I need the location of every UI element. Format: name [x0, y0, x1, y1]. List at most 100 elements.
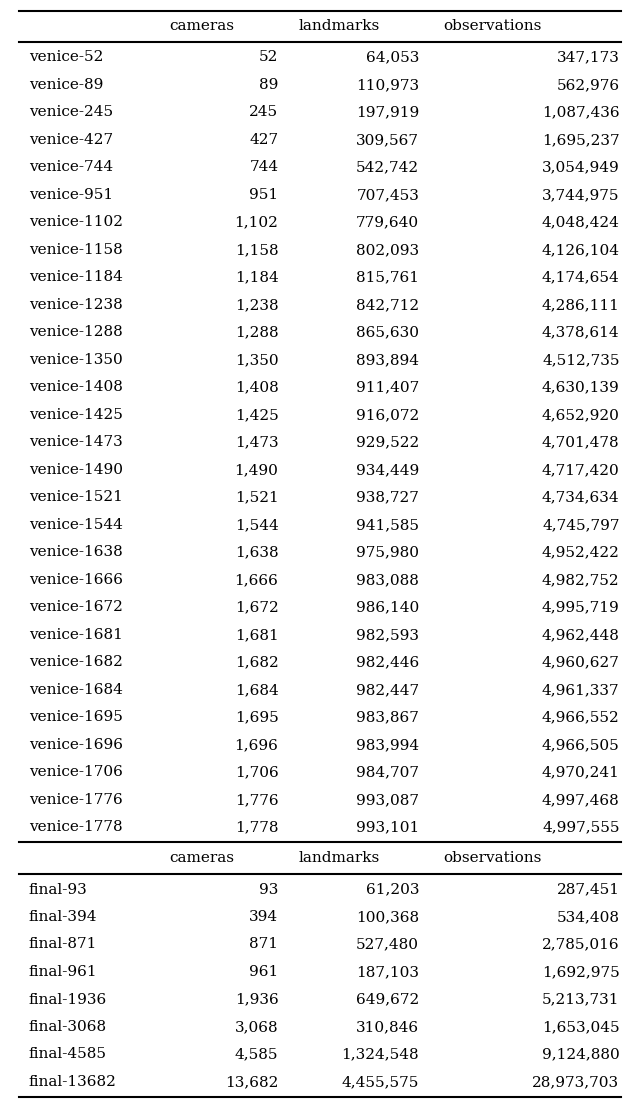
Text: 427: 427 — [249, 133, 278, 146]
Text: 3,054,949: 3,054,949 — [542, 160, 620, 174]
Text: 983,994: 983,994 — [356, 738, 419, 752]
Text: 4,995,719: 4,995,719 — [542, 600, 620, 615]
Text: 4,961,337: 4,961,337 — [542, 683, 620, 697]
Text: 4,966,552: 4,966,552 — [542, 710, 620, 724]
Text: 4,960,627: 4,960,627 — [541, 655, 620, 670]
Text: 1,692,975: 1,692,975 — [542, 965, 620, 979]
Text: 4,126,104: 4,126,104 — [541, 243, 620, 257]
Text: 1,490: 1,490 — [234, 463, 278, 477]
Text: venice-1681: venice-1681 — [29, 628, 123, 642]
Text: 13,682: 13,682 — [225, 1076, 278, 1089]
Text: 1,473: 1,473 — [235, 435, 278, 449]
Text: venice-1638: venice-1638 — [29, 546, 122, 559]
Text: final-1936: final-1936 — [29, 993, 107, 1006]
Text: 893,894: 893,894 — [356, 353, 419, 367]
Text: 534,408: 534,408 — [557, 910, 620, 923]
Text: 1,682: 1,682 — [235, 655, 278, 670]
Text: 4,745,797: 4,745,797 — [542, 518, 620, 532]
Text: 9,124,880: 9,124,880 — [542, 1048, 620, 1061]
Text: 911,407: 911,407 — [356, 380, 419, 395]
Text: 3,744,975: 3,744,975 — [542, 188, 620, 202]
Text: 941,585: 941,585 — [356, 518, 419, 532]
Text: 1,408: 1,408 — [235, 380, 278, 395]
Text: 1,776: 1,776 — [235, 793, 278, 807]
Text: venice-1473: venice-1473 — [29, 435, 122, 449]
Text: 61,203: 61,203 — [365, 882, 419, 897]
Text: venice-1666: venice-1666 — [29, 572, 123, 587]
Text: 4,997,555: 4,997,555 — [542, 821, 620, 834]
Text: 4,962,448: 4,962,448 — [541, 628, 620, 642]
Text: venice-52: venice-52 — [29, 50, 103, 65]
Text: 1,672: 1,672 — [235, 600, 278, 615]
Text: 4,378,614: 4,378,614 — [542, 325, 620, 340]
Text: 4,701,478: 4,701,478 — [542, 435, 620, 449]
Text: 89: 89 — [259, 78, 278, 92]
Text: venice-1238: venice-1238 — [29, 297, 122, 312]
Text: 993,101: 993,101 — [356, 821, 419, 834]
Text: venice-1706: venice-1706 — [29, 766, 123, 779]
Text: 52: 52 — [259, 50, 278, 65]
Text: 1,653,045: 1,653,045 — [542, 1020, 620, 1034]
Text: 562,976: 562,976 — [556, 78, 620, 92]
Text: final-13682: final-13682 — [29, 1076, 116, 1089]
Text: venice-1102: venice-1102 — [29, 216, 123, 229]
Text: 1,778: 1,778 — [235, 821, 278, 834]
Text: 1,681: 1,681 — [235, 628, 278, 642]
Text: 1,684: 1,684 — [235, 683, 278, 697]
Text: 309,567: 309,567 — [356, 133, 419, 146]
Text: venice-1425: venice-1425 — [29, 408, 123, 421]
Text: venice-1776: venice-1776 — [29, 793, 122, 807]
Text: landmarks: landmarks — [299, 851, 380, 865]
Text: venice-427: venice-427 — [29, 133, 113, 146]
Text: 1,184: 1,184 — [235, 271, 278, 284]
Text: observations: observations — [444, 851, 542, 865]
Text: 982,446: 982,446 — [356, 655, 419, 670]
Text: venice-1672: venice-1672 — [29, 600, 123, 615]
Text: 4,286,111: 4,286,111 — [541, 297, 620, 312]
Text: 287,451: 287,451 — [557, 882, 620, 897]
Text: 983,088: 983,088 — [356, 572, 419, 587]
Text: 527,480: 527,480 — [356, 938, 419, 951]
Text: 951: 951 — [249, 188, 278, 202]
Text: 110,973: 110,973 — [356, 78, 419, 92]
Text: venice-1288: venice-1288 — [29, 325, 122, 340]
Text: 984,707: 984,707 — [356, 766, 419, 779]
Text: 4,512,735: 4,512,735 — [542, 353, 620, 367]
Text: venice-1184: venice-1184 — [29, 271, 123, 284]
Text: 310,846: 310,846 — [356, 1020, 419, 1034]
Text: 916,072: 916,072 — [356, 408, 419, 421]
Text: 28,973,703: 28,973,703 — [532, 1076, 620, 1089]
Text: venice-245: venice-245 — [29, 105, 113, 120]
Text: venice-1158: venice-1158 — [29, 243, 122, 257]
Text: 2,785,016: 2,785,016 — [542, 938, 620, 951]
Text: 1,521: 1,521 — [235, 491, 278, 504]
Text: venice-1521: venice-1521 — [29, 491, 123, 504]
Text: 4,966,505: 4,966,505 — [542, 738, 620, 752]
Text: final-394: final-394 — [29, 910, 97, 923]
Text: 649,672: 649,672 — [356, 993, 419, 1006]
Text: 1,158: 1,158 — [235, 243, 278, 257]
Text: 4,970,241: 4,970,241 — [541, 766, 620, 779]
Text: 1,638: 1,638 — [235, 546, 278, 559]
Text: 1,288: 1,288 — [235, 325, 278, 340]
Text: 394: 394 — [249, 910, 278, 923]
Text: 993,087: 993,087 — [356, 793, 419, 807]
Text: venice-1408: venice-1408 — [29, 380, 123, 395]
Text: final-93: final-93 — [29, 882, 88, 897]
Text: observations: observations — [444, 19, 542, 32]
Text: 707,453: 707,453 — [356, 188, 419, 202]
Text: 5,213,731: 5,213,731 — [542, 993, 620, 1006]
Text: 779,640: 779,640 — [356, 216, 419, 229]
Text: 871: 871 — [250, 938, 278, 951]
Text: 4,585: 4,585 — [235, 1048, 278, 1061]
Text: 983,867: 983,867 — [356, 710, 419, 724]
Text: 3,068: 3,068 — [235, 1020, 278, 1034]
Text: 1,087,436: 1,087,436 — [542, 105, 620, 120]
Text: 815,761: 815,761 — [356, 271, 419, 284]
Text: final-4585: final-4585 — [29, 1048, 107, 1061]
Text: 1,695,237: 1,695,237 — [542, 133, 620, 146]
Text: venice-1350: venice-1350 — [29, 353, 122, 367]
Text: 347,173: 347,173 — [557, 50, 620, 65]
Text: final-3068: final-3068 — [29, 1020, 107, 1034]
Text: 842,712: 842,712 — [356, 297, 419, 312]
